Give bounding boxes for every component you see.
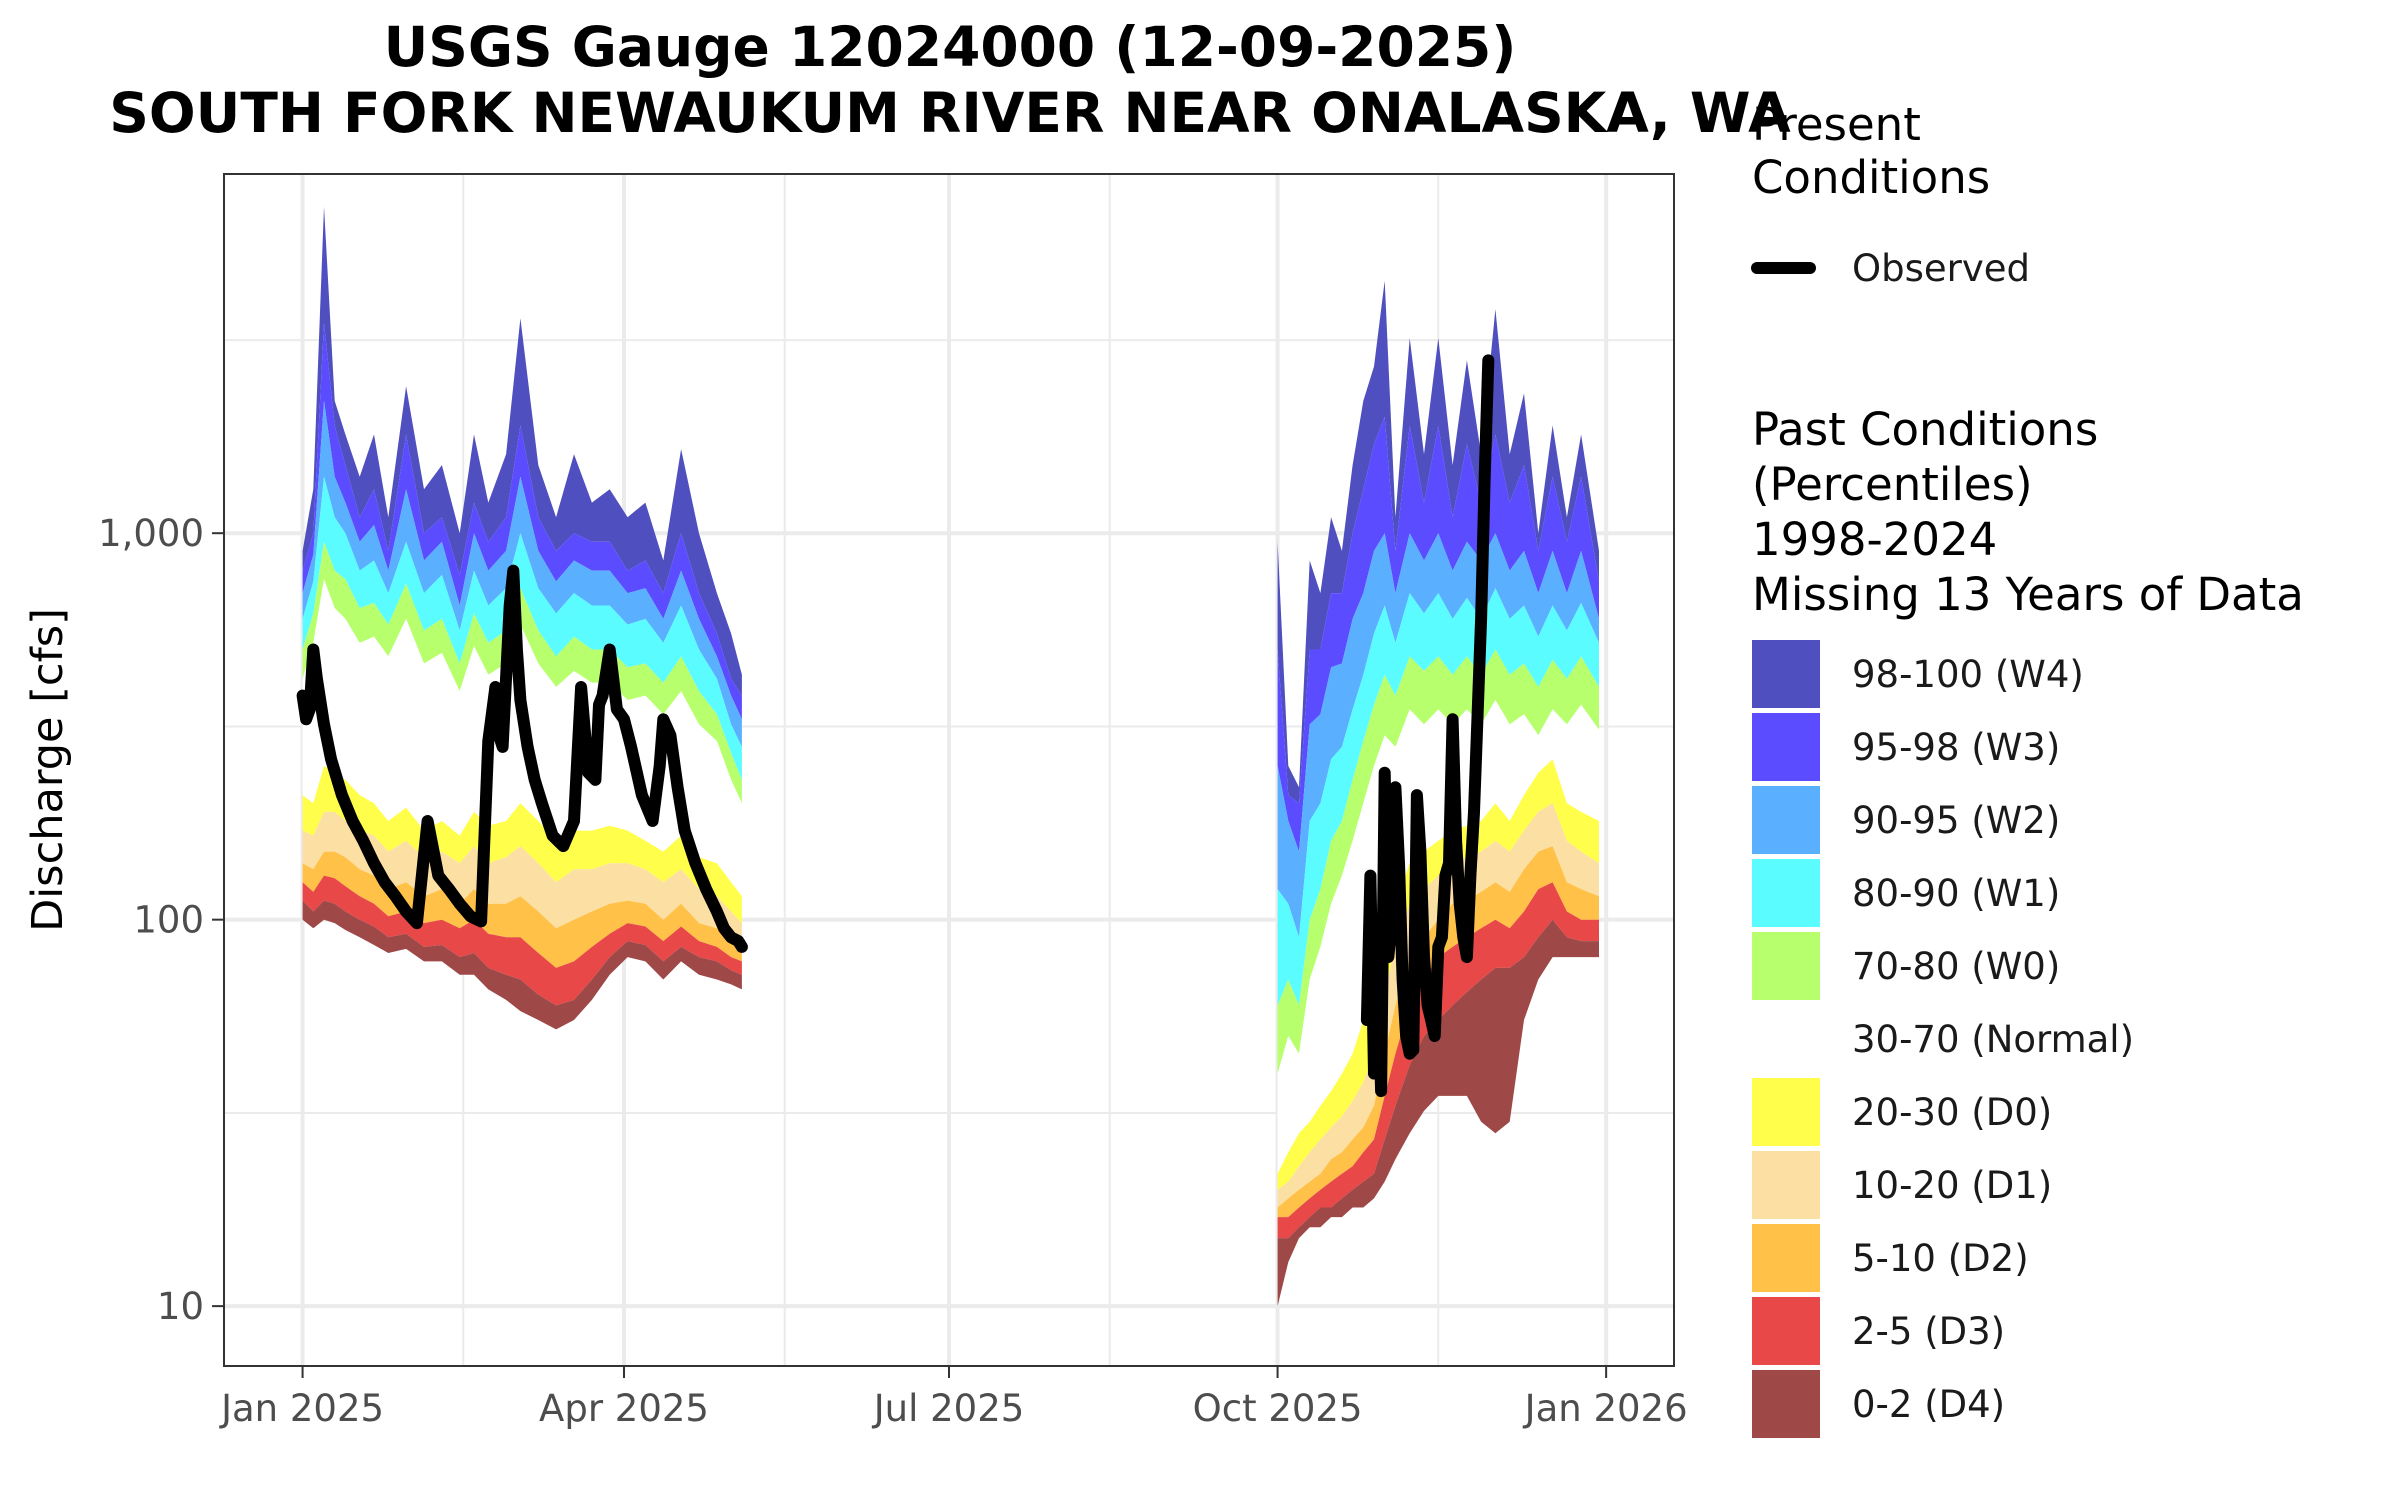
band-30-70-normal--segment_2: [1277, 700, 1599, 1174]
legend-key-95-98-w3-: [1752, 713, 1820, 781]
legend-key-70-80-w0-: [1752, 932, 1820, 1000]
legend-label: 2-5 (D3): [1852, 1310, 2005, 1353]
legend-key-0-2-d4-: [1752, 1370, 1820, 1438]
legend-label: 95-98 (W3): [1852, 726, 2060, 769]
y-tick-label: 10: [157, 1285, 204, 1328]
observed-line-segment_1: [296, 564, 748, 953]
chart-title: USGS Gauge 12024000 (12-09-2025): [384, 15, 1517, 79]
legend-label: 70-80 (W0): [1852, 945, 2060, 988]
legend-key-80-90-w1-: [1752, 859, 1820, 927]
legend-key-98-100-w4-: [1752, 640, 1820, 708]
legend-key-20-30-d0-: [1752, 1078, 1820, 1146]
band-10-20-d1--segment_2: [1277, 803, 1599, 1208]
legend-label: 10-20 (D1): [1852, 1164, 2052, 1207]
legend-label: 90-95 (W2): [1852, 799, 2060, 842]
band-2-5-d3--segment_1: [302, 875, 742, 1006]
x-tick-label: Oct 2025: [1193, 1387, 1363, 1430]
legend-label: 80-90 (W1): [1852, 872, 2060, 915]
present-legend-title: Present: [1752, 98, 1921, 151]
legend-label: 5-10 (D2): [1852, 1237, 2029, 1280]
band-0-2-d4--segment_2: [1277, 919, 1599, 1307]
band-70-80-w0--segment_1: [302, 541, 742, 804]
plot-panel: [223, 173, 1675, 1367]
legend-key-2-5-d3-: [1752, 1297, 1820, 1365]
band-90-95-w2--segment_1: [302, 400, 742, 747]
band-10-20-d1--segment_1: [302, 811, 742, 947]
band-98-100-w4--segment_2: [1277, 280, 1599, 804]
band-70-80-w0--segment_2: [1277, 649, 1599, 1074]
axes: 10 100 1,000 Jan 2025 Apr 2025 Jul 2025 Oct 20…: [98, 512, 1688, 1430]
y-tick-label: 100: [133, 899, 204, 942]
band-95-98-w3--segment_2: [1277, 416, 1599, 852]
band-5-10-d2--segment_1: [302, 851, 742, 968]
legend-label: 20-30 (D0): [1852, 1091, 2052, 1134]
chart-subtitle: SOUTH FORK NEWAUKUM RIVER NEAR ONALASKA,…: [109, 81, 1791, 145]
y-tick-label: 1,000: [98, 512, 204, 555]
past-legend-title: Missing 13 Years of Data: [1752, 568, 2304, 621]
band-80-90-w1--segment_2: [1277, 588, 1599, 1006]
observed-series: [296, 354, 1495, 1098]
band-20-30-d0--segment_2: [1277, 759, 1599, 1190]
legend-key-90-95-w2-: [1752, 786, 1820, 854]
legend-label: 98-100 (W4): [1852, 653, 2084, 696]
x-tick-label: Apr 2025: [539, 1387, 709, 1430]
past-legend-title: 1998-2024: [1752, 513, 1997, 566]
observed-line-segment_2: [1360, 354, 1495, 1098]
past-legend-title: Past Conditions: [1752, 403, 2098, 456]
band-90-95-w2--segment_2: [1277, 533, 1599, 938]
band-20-30-d0--segment_1: [302, 765, 742, 924]
legend-key-10-20-d1-: [1752, 1151, 1820, 1219]
legend-key-30-70-normal-: [1752, 1005, 1820, 1073]
band-2-5-d3--segment_2: [1277, 882, 1599, 1239]
band-0-2-d4--segment_1: [302, 900, 742, 1030]
x-tick-label: Jan 2025: [219, 1387, 384, 1430]
past-legend-title: (Percentiles): [1752, 458, 2033, 511]
legend-key-5-10-d2-: [1752, 1224, 1820, 1292]
legend-label-observed: Observed: [1852, 247, 2030, 290]
legend-label: 30-70 (Normal): [1852, 1018, 2134, 1061]
x-tick-label: Jan 2026: [1523, 1387, 1688, 1430]
present-legend-title: Conditions: [1752, 151, 1990, 204]
y-axis-title: Discharge [cfs]: [23, 608, 73, 932]
legend-label: 0-2 (D4): [1852, 1383, 2005, 1426]
x-tick-label: Jul 2025: [872, 1387, 1025, 1430]
